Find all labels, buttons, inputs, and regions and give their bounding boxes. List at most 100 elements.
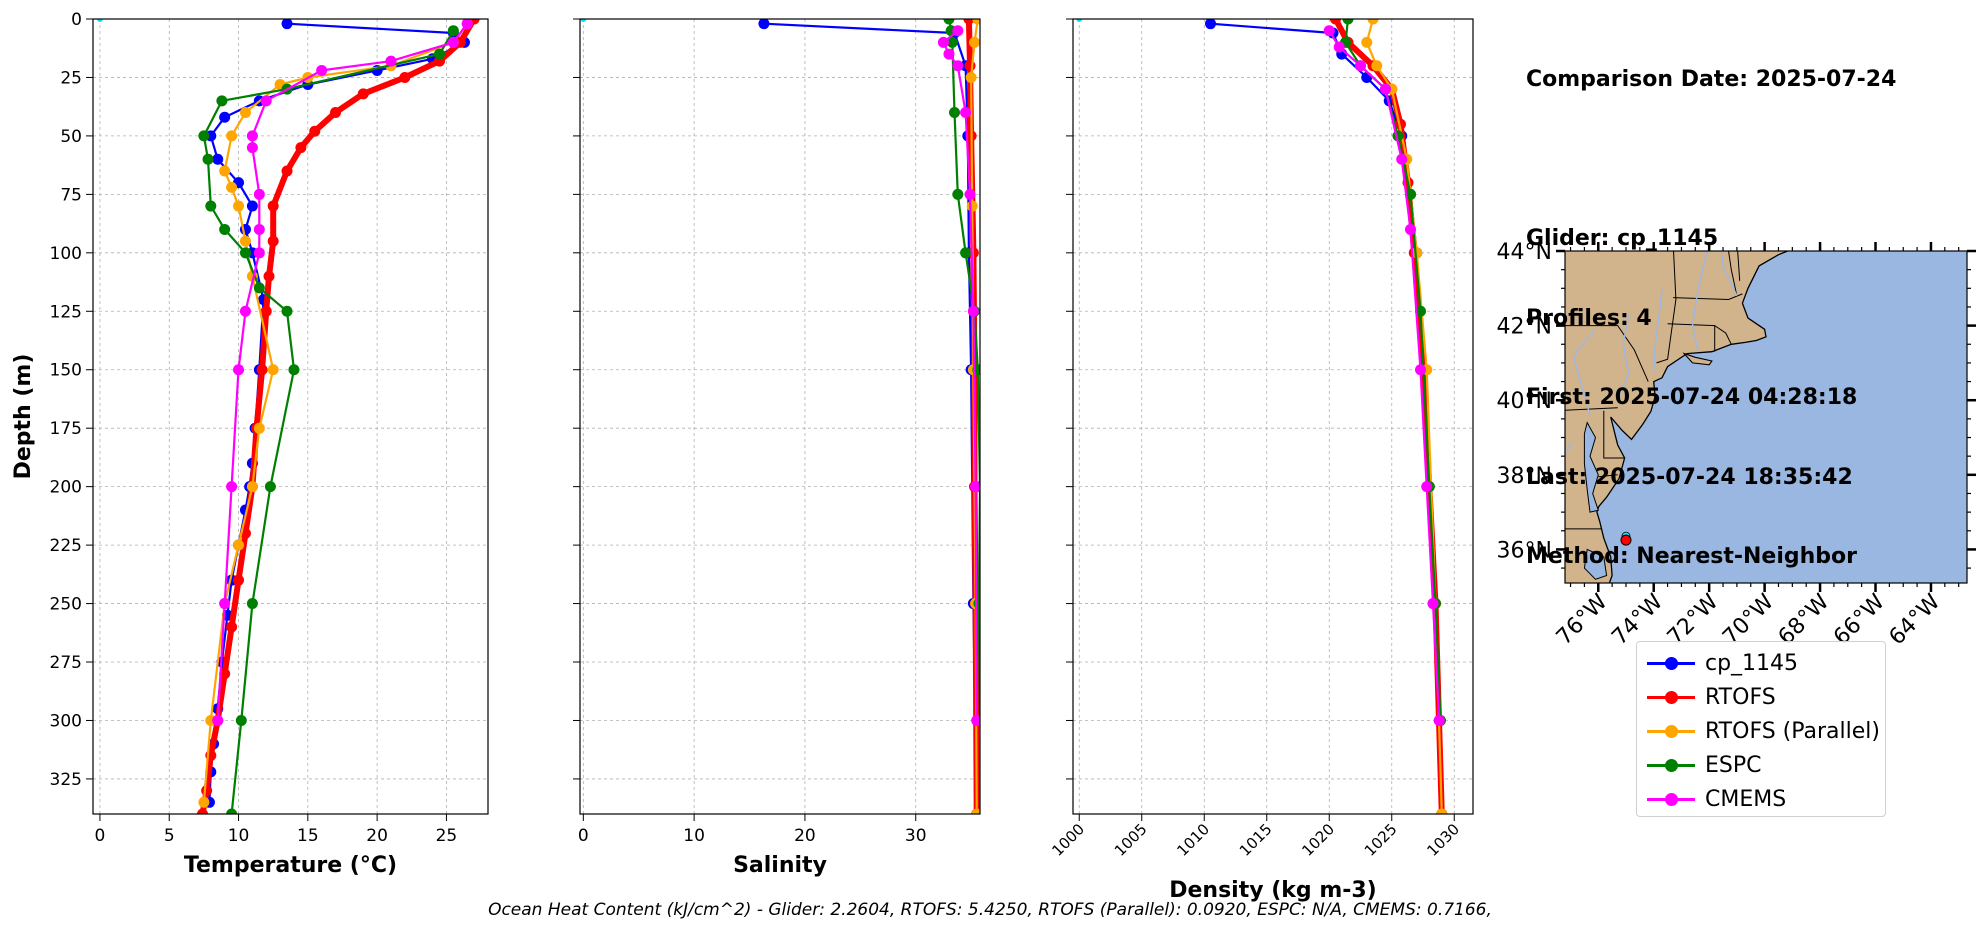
x-tick-label: 1030 <box>1423 820 1463 860</box>
data-point-cp_1145 <box>758 19 770 30</box>
x-tick-label: 5 <box>164 826 175 846</box>
data-point-ESPC <box>264 481 276 493</box>
data-point-RTOFS (Parallel) <box>246 481 258 493</box>
legend-entry: CMEMS <box>1643 782 1885 816</box>
data-point-RTOFS <box>219 668 231 680</box>
data-point-RTOFS <box>256 364 268 376</box>
data-point-RTOFS <box>964 60 976 72</box>
state-border <box>1656 251 1677 364</box>
map-lat-label: 36°N <box>1497 538 1552 563</box>
data-point-RTOFS (Parallel) <box>1411 247 1423 259</box>
first-time: First: 2025-07-24 04:28:18 <box>1526 385 1858 410</box>
data-point-CMEMS <box>253 188 265 200</box>
y-tick-label: 200 <box>50 478 82 498</box>
map-lon-label: 64°W <box>1885 589 1946 650</box>
data-point-CMEMS <box>1323 25 1335 37</box>
data-point-ESPC <box>253 282 265 294</box>
x-tick-label: 20 <box>794 826 816 846</box>
x-tick-label: 30 <box>905 826 927 846</box>
data-point-RTOFS <box>233 574 245 586</box>
legend: cp_1145 RTOFS RTOFS (Parallel) ESPC CMEM… <box>1636 641 1886 817</box>
data-point-RTOFS <box>267 200 279 212</box>
data-point-ESPC <box>288 364 300 376</box>
state-border <box>1673 293 1743 301</box>
state-border <box>1598 474 1618 478</box>
data-point-CMEMS <box>952 60 964 72</box>
data-point-RTOFS <box>357 88 369 100</box>
x-tick-label: 1025 <box>1361 820 1401 860</box>
series-group <box>580 19 980 814</box>
y-tick-label: 225 <box>50 536 82 556</box>
blank-line <box>1526 147 1896 174</box>
data-point-ESPC <box>447 25 459 37</box>
comparison-info: Comparison Date: 2025-07-24 Glider: cp_1… <box>1526 14 1896 597</box>
x-tick-label: 15 <box>297 826 319 846</box>
state-border <box>1667 323 1732 345</box>
y-tick-label: 50 <box>60 127 82 147</box>
data-point-RTOFS <box>399 71 411 83</box>
axes-frame <box>1072 18 1474 815</box>
axes-frame <box>579 18 981 815</box>
y-tick-label: 175 <box>50 419 82 439</box>
series-line-cp_1145 <box>763 22 978 814</box>
data-point-RTOFS (Parallel) <box>971 808 980 814</box>
data-point-CMEMS <box>1415 364 1426 376</box>
data-point-RTOFS <box>963 19 975 25</box>
data-point-CMEMS <box>970 481 980 493</box>
legend-label: RTOFS <box>1705 684 1776 710</box>
data-point-RTOFS <box>309 125 321 137</box>
legend-entry: RTOFS (Parallel) <box>1643 714 1885 748</box>
data-point-RTOFS (Parallel) <box>219 165 231 177</box>
data-point-CMEMS <box>253 223 265 235</box>
data-point-CMEMS <box>226 481 238 493</box>
data-point-CMEMS <box>447 36 459 48</box>
river <box>1720 251 1738 297</box>
method: Method: Nearest-Neighbor <box>1526 544 1857 569</box>
x-tick-label: 10 <box>228 826 250 846</box>
map-frame <box>1564 250 1968 584</box>
state-border <box>1728 251 1738 296</box>
map-lat-label: 42°N <box>1497 315 1552 340</box>
legend-label: ESPC <box>1705 752 1762 778</box>
data-point-ESPC <box>246 598 258 610</box>
series-line-cp_1145 <box>1210 22 1443 814</box>
map-lat-label: 40°N <box>1497 389 1552 414</box>
data-point-RTOFS <box>260 305 272 317</box>
data-point-CMEMS <box>1333 41 1345 53</box>
land-area <box>1565 251 1790 583</box>
data-point-ESPC <box>198 130 210 142</box>
legend-label: cp_1145 <box>1705 650 1799 676</box>
map-lon-label: 76°W <box>1552 589 1613 650</box>
x-axis-label: Temperature (°C) <box>184 853 397 878</box>
state-border <box>1565 407 1618 411</box>
y-axis-label: Depth (m) <box>11 354 36 480</box>
x-tick-label: 1000 <box>1048 820 1088 860</box>
data-point-CMEMS <box>960 107 972 119</box>
data-point-RTOFS <box>281 165 293 177</box>
data-point-CMEMS <box>253 247 265 259</box>
data-point-ESPC <box>216 95 228 107</box>
data-point-cp_1145 <box>281 19 293 30</box>
individual-profile-point <box>96 19 103 22</box>
data-point-ESPC <box>949 107 961 119</box>
data-point-ESPC <box>1415 305 1426 317</box>
data-point-RTOFS (Parallel) <box>226 130 238 142</box>
data-point-RTOFS (Parallel) <box>1367 19 1379 25</box>
data-point-CMEMS <box>1396 153 1408 165</box>
x-tick-label: 1010 <box>1173 820 1213 860</box>
data-point-RTOFS <box>267 235 279 247</box>
data-point-CMEMS <box>1433 714 1445 726</box>
y-tick-label: 25 <box>60 68 82 88</box>
data-point-CMEMS <box>952 25 964 37</box>
data-point-CMEMS <box>385 55 397 67</box>
data-point-CMEMS <box>943 48 955 60</box>
river <box>1652 288 1663 375</box>
chesapeake-bay <box>1583 421 1599 513</box>
data-point-CMEMS <box>971 714 980 726</box>
map-canvas <box>1565 251 1967 583</box>
data-point-RTOFS (Parallel) <box>239 107 251 119</box>
data-point-CMEMS <box>233 364 245 376</box>
x-tick-label: 1020 <box>1298 820 1338 860</box>
data-point-RTOFS (Parallel) <box>966 200 978 212</box>
